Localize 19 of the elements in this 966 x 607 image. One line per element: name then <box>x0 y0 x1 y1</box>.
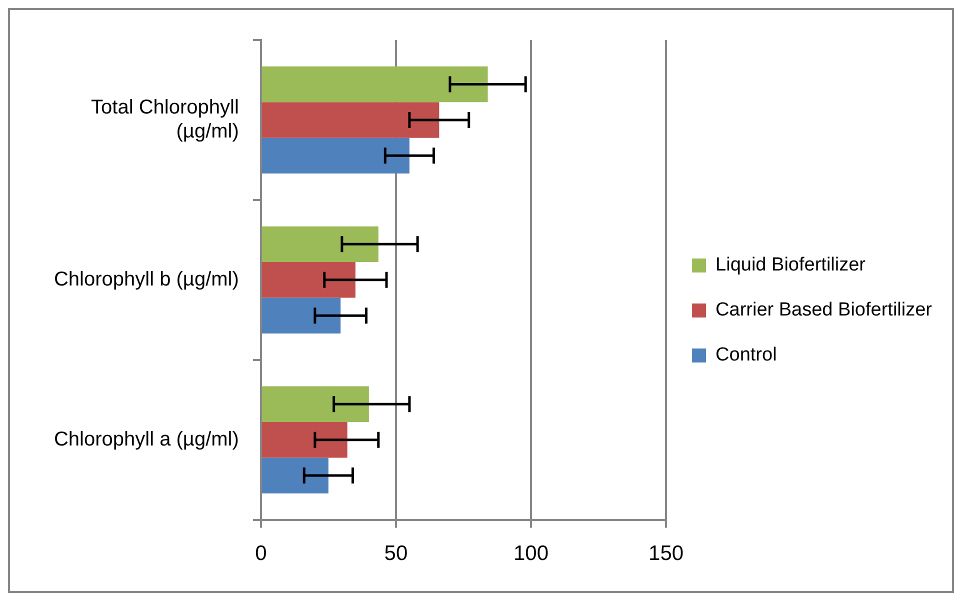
x-tick-label: 100 <box>513 542 549 566</box>
bar <box>262 422 348 458</box>
bar <box>262 298 341 334</box>
legend-label: Liquid Biofertilizer <box>716 254 866 276</box>
y-tick-label: Chlorophyll b (µg/ml) <box>54 268 239 290</box>
bar <box>262 262 356 298</box>
y-tick-label: Total Chlorophyll (µg/ml) <box>91 96 239 142</box>
bar <box>262 458 328 494</box>
legend-label: Carrier Based Biofertilizer <box>716 300 933 321</box>
bar <box>262 386 369 422</box>
bar <box>262 66 488 102</box>
y-tick-label: Chlorophyll a (µg/ml) <box>54 428 239 450</box>
bar <box>262 102 440 138</box>
legend-label: Control <box>716 344 777 366</box>
bar <box>262 138 410 174</box>
x-tick-label: 150 <box>648 542 684 566</box>
x-tick-label: 0 <box>255 542 267 566</box>
x-tick-label: 50 <box>384 542 408 566</box>
bar <box>262 226 378 262</box>
